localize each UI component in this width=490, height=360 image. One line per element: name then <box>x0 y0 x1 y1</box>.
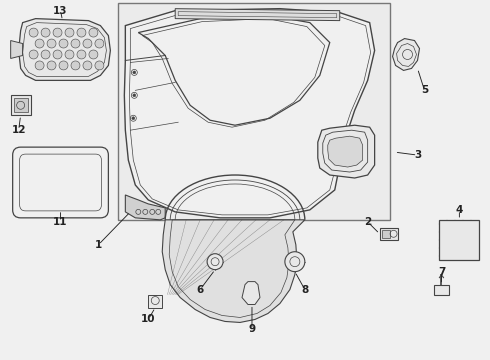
Polygon shape <box>148 294 162 307</box>
Text: 2: 2 <box>364 217 371 227</box>
Circle shape <box>47 39 56 48</box>
Circle shape <box>132 117 135 120</box>
Circle shape <box>59 39 68 48</box>
Text: 13: 13 <box>53 6 68 15</box>
Circle shape <box>53 50 62 59</box>
Circle shape <box>59 61 68 70</box>
Text: 12: 12 <box>11 125 26 135</box>
Polygon shape <box>124 9 375 218</box>
Text: 7: 7 <box>438 267 445 276</box>
Polygon shape <box>435 285 449 294</box>
Polygon shape <box>119 3 390 220</box>
Circle shape <box>65 28 74 37</box>
Circle shape <box>41 50 50 59</box>
Circle shape <box>35 61 44 70</box>
Circle shape <box>89 50 98 59</box>
Circle shape <box>133 71 136 74</box>
Circle shape <box>83 61 92 70</box>
Polygon shape <box>440 220 479 260</box>
Circle shape <box>29 28 38 37</box>
Polygon shape <box>175 9 340 21</box>
Circle shape <box>285 252 305 272</box>
Text: 10: 10 <box>141 314 155 324</box>
Circle shape <box>95 61 104 70</box>
Circle shape <box>53 28 62 37</box>
Circle shape <box>71 39 80 48</box>
Circle shape <box>77 50 86 59</box>
Circle shape <box>65 50 74 59</box>
Polygon shape <box>242 282 260 305</box>
Polygon shape <box>11 95 30 115</box>
Circle shape <box>83 39 92 48</box>
Polygon shape <box>125 195 165 220</box>
Polygon shape <box>318 125 375 178</box>
Text: 9: 9 <box>248 324 256 334</box>
Circle shape <box>35 39 44 48</box>
Circle shape <box>89 28 98 37</box>
Text: 8: 8 <box>301 284 308 294</box>
Text: 11: 11 <box>53 217 68 227</box>
Polygon shape <box>14 98 27 112</box>
Polygon shape <box>380 228 397 240</box>
Circle shape <box>47 61 56 70</box>
Polygon shape <box>162 220 305 323</box>
Circle shape <box>41 28 50 37</box>
Circle shape <box>29 50 38 59</box>
Circle shape <box>207 254 223 270</box>
Text: 6: 6 <box>196 284 204 294</box>
Text: 5: 5 <box>421 85 428 95</box>
Circle shape <box>77 28 86 37</box>
Circle shape <box>133 94 136 97</box>
Polygon shape <box>19 19 110 80</box>
Circle shape <box>95 39 104 48</box>
Polygon shape <box>382 230 390 238</box>
Polygon shape <box>11 41 23 58</box>
Polygon shape <box>392 39 419 71</box>
Text: 4: 4 <box>456 205 463 215</box>
Text: 1: 1 <box>95 240 102 250</box>
Text: 3: 3 <box>414 150 421 160</box>
Circle shape <box>71 61 80 70</box>
Polygon shape <box>328 136 363 167</box>
